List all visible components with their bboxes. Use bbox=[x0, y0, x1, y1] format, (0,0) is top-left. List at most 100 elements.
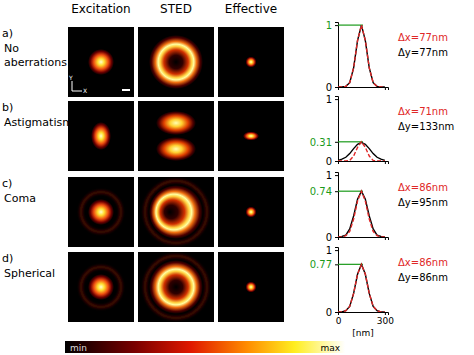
psf-image bbox=[138, 101, 214, 171]
image-background bbox=[138, 252, 214, 322]
psf-lobe bbox=[156, 137, 196, 161]
psf-ring bbox=[149, 35, 203, 89]
psf-lobe bbox=[156, 111, 196, 135]
peak-line bbox=[338, 141, 363, 142]
x-axis bbox=[339, 87, 389, 90]
psf-image bbox=[138, 252, 214, 322]
image-background bbox=[68, 27, 134, 97]
image-background bbox=[218, 27, 284, 97]
tick-mark bbox=[338, 312, 339, 315]
tick bbox=[338, 87, 339, 90]
psf-image bbox=[68, 177, 134, 247]
tick-mark bbox=[338, 161, 339, 164]
tick-label: 1 bbox=[326, 245, 332, 256]
x-axis bbox=[339, 237, 389, 240]
plot-area bbox=[338, 191, 385, 237]
tick: 0 bbox=[326, 156, 338, 167]
image-background bbox=[138, 27, 214, 97]
tick bbox=[385, 237, 386, 240]
tick-label: 0.74 bbox=[310, 186, 332, 197]
tick-mark bbox=[385, 161, 386, 164]
tick-mark bbox=[338, 237, 339, 240]
psf-spot bbox=[88, 199, 114, 225]
psf-image bbox=[218, 27, 284, 97]
indicator-label: Y bbox=[68, 74, 73, 81]
column-title: STED bbox=[160, 2, 192, 16]
tick bbox=[338, 161, 339, 164]
indicator-arrow bbox=[72, 81, 73, 91]
psf-image bbox=[68, 101, 134, 171]
image-background bbox=[218, 252, 284, 322]
axis-line bbox=[335, 23, 339, 88]
tick-mark bbox=[385, 87, 386, 90]
psf-effective bbox=[246, 57, 257, 68]
tick-label: 1 bbox=[326, 20, 332, 31]
axis-line bbox=[335, 248, 339, 313]
tick-mark bbox=[335, 25, 338, 26]
tick-mark bbox=[335, 250, 338, 251]
psf-side-ring bbox=[145, 181, 207, 243]
profile-line bbox=[338, 264, 385, 312]
tick: 0 bbox=[336, 312, 342, 326]
psf-image bbox=[138, 177, 214, 247]
x-axis bbox=[339, 161, 389, 164]
axis-line bbox=[335, 97, 339, 162]
tick-label: 0 bbox=[336, 316, 342, 326]
image-background bbox=[68, 177, 134, 247]
tick-label: 0 bbox=[326, 82, 332, 93]
profile-line bbox=[338, 264, 385, 312]
legend-entry: Δy=86nm bbox=[398, 272, 448, 283]
axis-line bbox=[335, 173, 339, 238]
psf-image bbox=[218, 252, 284, 322]
legend-entry: Δx=86nm bbox=[398, 182, 448, 193]
tick-mark bbox=[385, 237, 386, 240]
profile-line bbox=[338, 25, 385, 87]
row-label: No bbox=[4, 42, 19, 55]
tick: 0.74 bbox=[310, 186, 338, 197]
legend-entry: Δy=77nm bbox=[398, 47, 448, 58]
psf-image bbox=[68, 252, 134, 322]
peak-line bbox=[338, 264, 363, 265]
tick-mark bbox=[335, 175, 338, 176]
tick: 1 bbox=[326, 94, 338, 105]
tick-mark bbox=[335, 191, 338, 192]
tick bbox=[338, 237, 339, 240]
legend-entry: Δx=77nm bbox=[398, 32, 448, 43]
profile-chart: 00.741Δx=86nmΔy=95nm bbox=[310, 170, 448, 243]
plot-area bbox=[338, 25, 385, 87]
scale-bar bbox=[122, 89, 130, 91]
psf-ring bbox=[149, 185, 203, 239]
legend-entry: Δx=71nm bbox=[398, 106, 448, 117]
indicator-arrow bbox=[72, 91, 82, 92]
row-letter: b) bbox=[2, 101, 13, 114]
psf-effective bbox=[246, 207, 257, 218]
plot-area bbox=[338, 264, 385, 312]
tick-mark bbox=[335, 237, 338, 238]
y-axis: 00.741 bbox=[310, 170, 339, 243]
peak-line bbox=[338, 24, 363, 25]
psf-image bbox=[218, 101, 284, 171]
psf-image bbox=[138, 27, 214, 97]
tick-mark bbox=[338, 87, 339, 90]
column-title: Excitation bbox=[71, 2, 130, 16]
x-axis-title: [nm] bbox=[352, 328, 374, 338]
figure: ExcitationSTEDEffectivea)Noaberrationsb)… bbox=[0, 0, 474, 355]
profile-line bbox=[338, 191, 385, 237]
row-label: aberrations bbox=[4, 56, 67, 69]
row-letter: a) bbox=[2, 27, 13, 40]
image-background bbox=[68, 252, 134, 322]
image-background bbox=[68, 101, 134, 171]
colorbar bbox=[65, 341, 345, 353]
tick bbox=[385, 87, 386, 90]
peak-line bbox=[338, 191, 363, 192]
tick-mark bbox=[335, 264, 338, 265]
profile-chart: 00.311Δx=71nmΔy=133nm bbox=[310, 94, 455, 167]
row-label: Spherical bbox=[4, 267, 55, 280]
psf-image bbox=[68, 27, 134, 97]
plot-area bbox=[338, 142, 385, 161]
image-background bbox=[218, 101, 284, 171]
tick: 1 bbox=[326, 20, 338, 31]
psf-side-ring bbox=[81, 267, 121, 307]
axis-line bbox=[339, 238, 389, 241]
tick: 0.77 bbox=[310, 259, 338, 270]
